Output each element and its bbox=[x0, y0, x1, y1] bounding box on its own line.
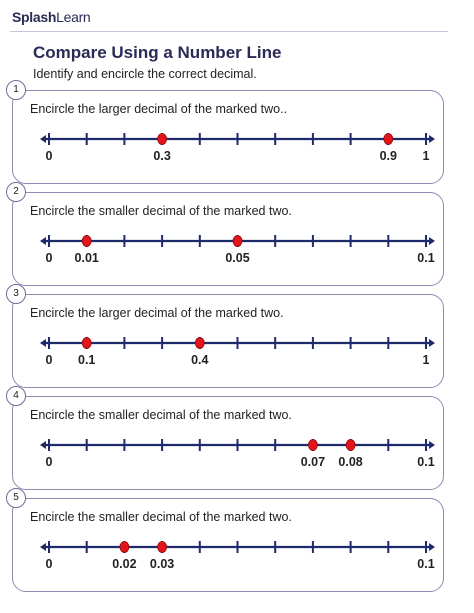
question-number: 4 bbox=[6, 386, 26, 406]
question-text: Encircle the smaller decimal of the mark… bbox=[30, 204, 292, 218]
start-label: 0 bbox=[46, 455, 53, 469]
end-label: 1 bbox=[423, 353, 430, 367]
question-text: Encircle the smaller decimal of the mark… bbox=[30, 408, 292, 422]
marked-point bbox=[194, 337, 205, 349]
marked-point-label: 0.07 bbox=[301, 455, 325, 469]
marked-point bbox=[345, 439, 356, 451]
marked-point bbox=[119, 541, 130, 553]
marked-point bbox=[81, 337, 92, 349]
question-card-3: 3 Encircle the larger decimal of the mar… bbox=[6, 284, 444, 388]
end-label: 0.1 bbox=[417, 557, 434, 571]
question-number: 3 bbox=[6, 284, 26, 304]
marked-point-label: 0.08 bbox=[338, 455, 362, 469]
marked-point bbox=[157, 133, 168, 145]
start-label: 0 bbox=[46, 353, 53, 367]
worksheet-instructions: Identify and encircle the correct decima… bbox=[33, 67, 257, 81]
end-label: 0.1 bbox=[417, 251, 434, 265]
arrow-right-icon bbox=[429, 339, 435, 347]
arrow-left-icon bbox=[40, 543, 46, 551]
question-text: Encircle the larger decimal of the marke… bbox=[30, 102, 288, 116]
worksheet-title: Compare Using a Number Line bbox=[33, 43, 282, 62]
brand-logo-learn: Learn bbox=[56, 9, 91, 25]
arrow-right-icon bbox=[429, 237, 435, 245]
number-line: 0 0.1 0.01 0.05 bbox=[40, 235, 435, 265]
marked-point bbox=[81, 235, 92, 247]
start-label: 0 bbox=[46, 149, 53, 163]
end-label: 0.1 bbox=[417, 455, 434, 469]
question-number: 1 bbox=[6, 80, 26, 100]
arrow-right-icon bbox=[429, 441, 435, 449]
header-divider bbox=[10, 31, 448, 32]
arrow-right-icon bbox=[429, 543, 435, 551]
start-label: 0 bbox=[46, 557, 53, 571]
number-line: 0 1 0.1 0.4 bbox=[40, 337, 435, 367]
marked-point-label: 0.02 bbox=[112, 557, 136, 571]
marked-point-label: 0.4 bbox=[191, 353, 208, 367]
brand-logo-splash: Splash bbox=[12, 9, 57, 25]
question-card-5: 5 Encircle the smaller decimal of the ma… bbox=[6, 488, 444, 592]
arrow-right-icon bbox=[429, 135, 435, 143]
marked-point-label: 0.03 bbox=[150, 557, 174, 571]
arrow-left-icon bbox=[40, 237, 46, 245]
start-label: 0 bbox=[46, 251, 53, 265]
question-number: 2 bbox=[6, 182, 26, 202]
question-text: Encircle the larger decimal of the marke… bbox=[30, 306, 284, 320]
marked-point bbox=[307, 439, 318, 451]
marked-point-label: 0.9 bbox=[380, 149, 397, 163]
marked-point-label: 0.1 bbox=[78, 353, 95, 367]
marked-point bbox=[157, 541, 168, 553]
end-label: 1 bbox=[423, 149, 430, 163]
question-number: 5 bbox=[6, 488, 26, 508]
arrow-left-icon bbox=[40, 441, 46, 449]
arrow-left-icon bbox=[40, 135, 46, 143]
question-card-2: 2 Encircle the smaller decimal of the ma… bbox=[6, 182, 444, 286]
question-card-1: 1 Encircle the larger decimal of the mar… bbox=[6, 80, 444, 184]
number-line: 0 0.1 0.02 0.03 bbox=[40, 541, 435, 571]
marked-point-label: 0.3 bbox=[153, 149, 170, 163]
number-line: 0 0.1 0.07 0.08 bbox=[40, 439, 435, 469]
marked-point bbox=[383, 133, 394, 145]
question-card-4: 4 Encircle the smaller decimal of the ma… bbox=[6, 386, 444, 490]
number-line: 0 1 0.3 0.9 bbox=[40, 133, 435, 163]
question-text: Encircle the smaller decimal of the mark… bbox=[30, 510, 292, 524]
marked-point-label: 0.05 bbox=[225, 251, 249, 265]
marked-point-label: 0.01 bbox=[75, 251, 99, 265]
marked-point bbox=[232, 235, 243, 247]
brand-logo: SplashLearn bbox=[12, 9, 91, 25]
arrow-left-icon bbox=[40, 339, 46, 347]
